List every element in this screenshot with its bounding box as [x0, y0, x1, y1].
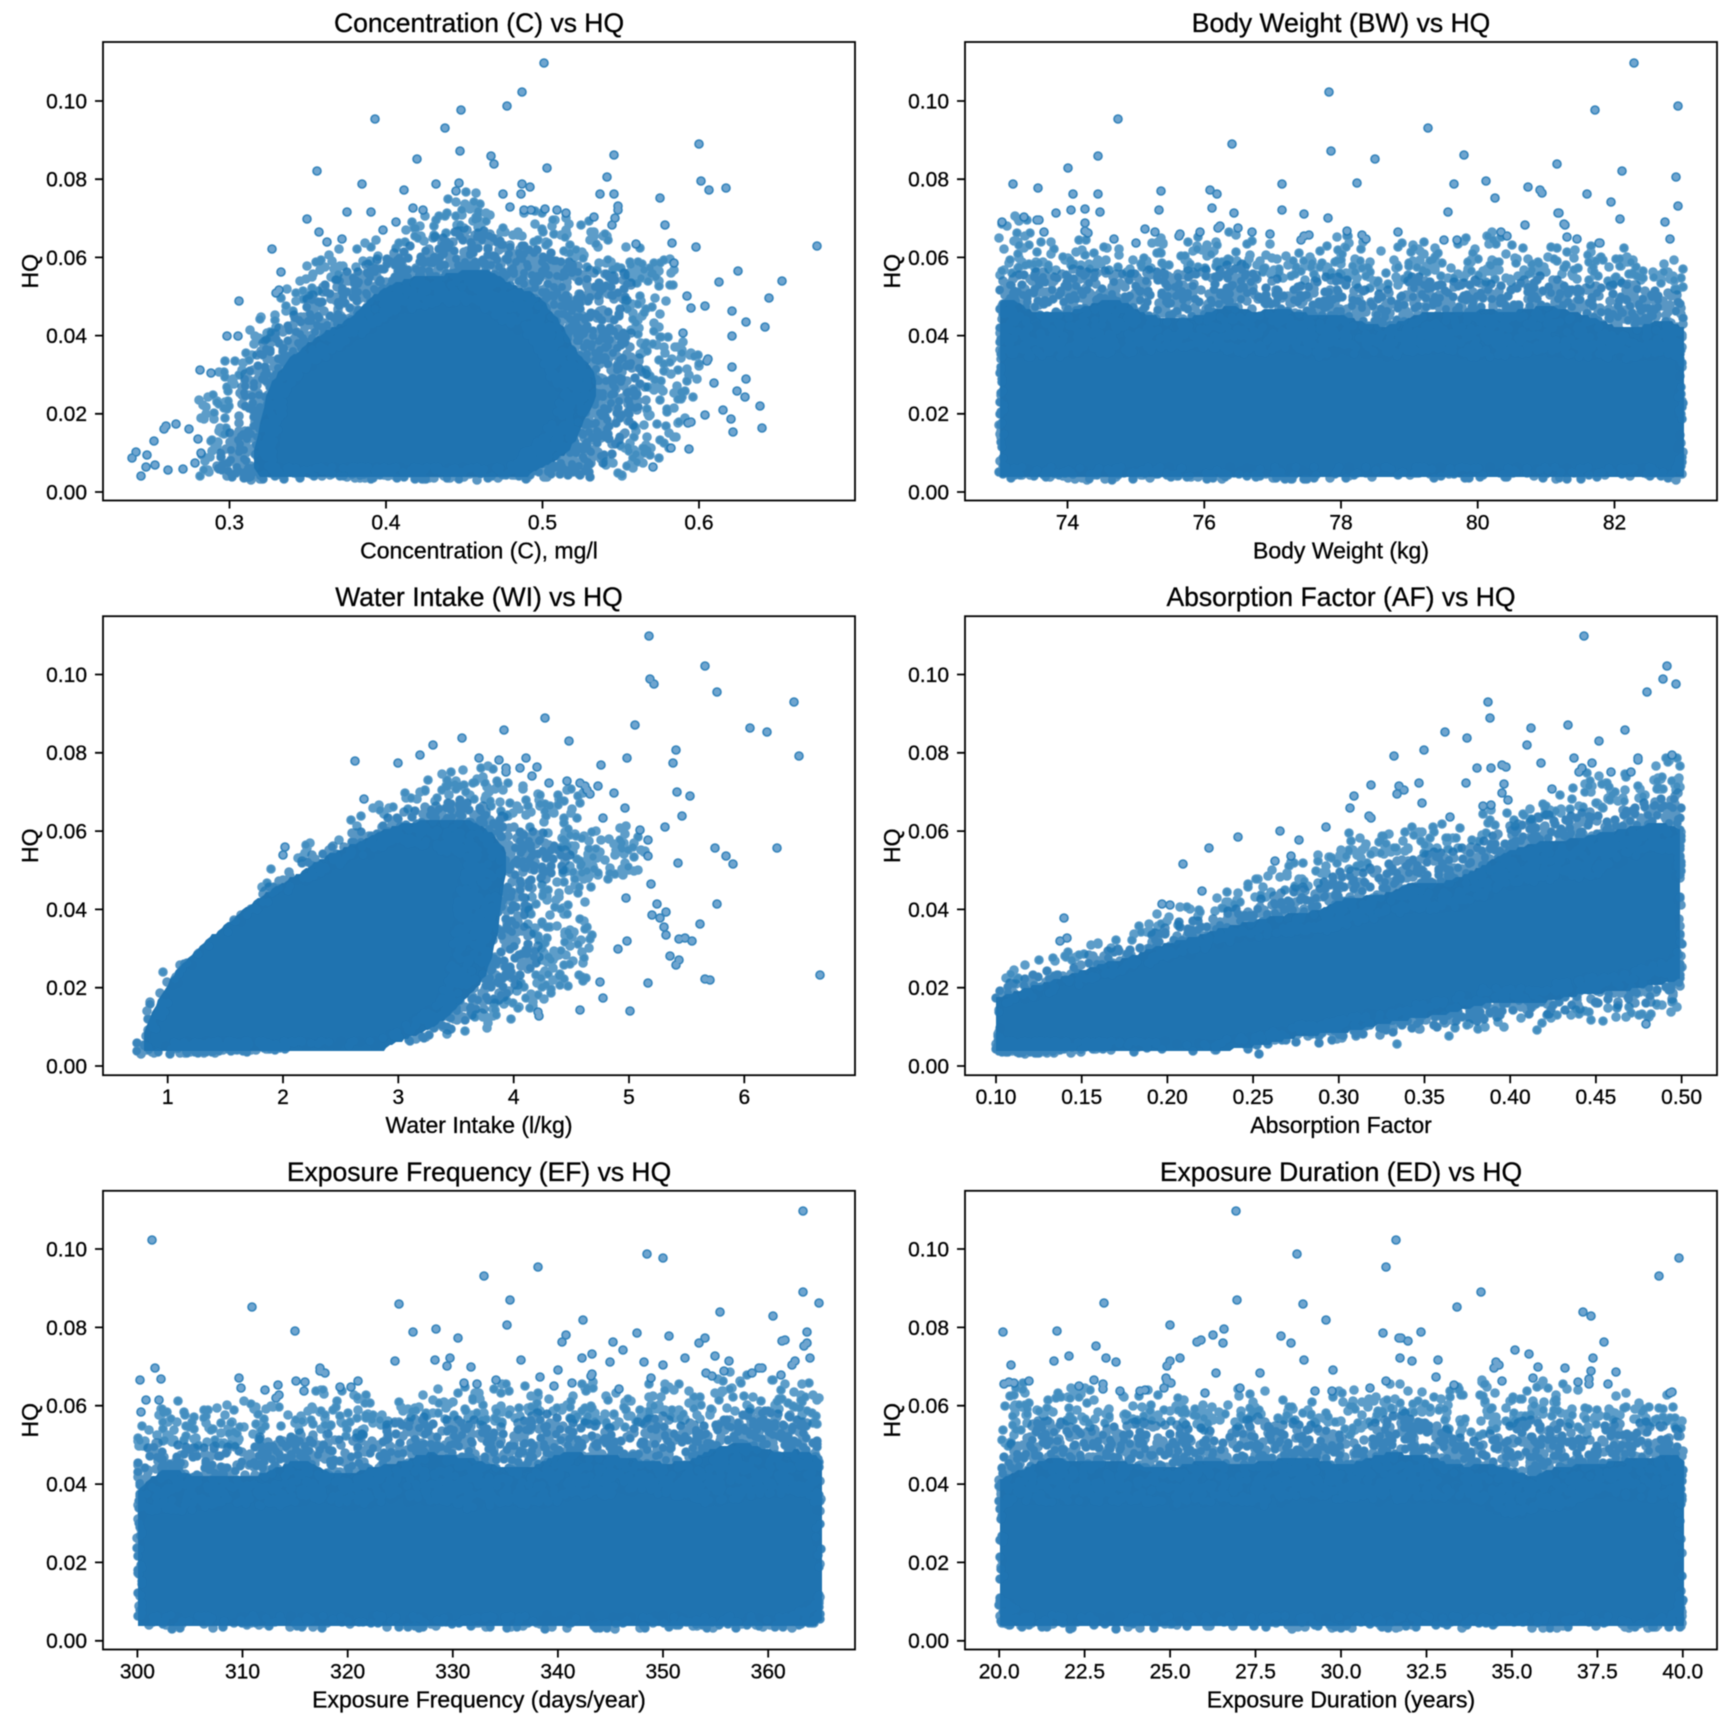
svg-text:76: 76 [1193, 512, 1216, 535]
svg-text:40.0: 40.0 [1662, 1661, 1703, 1684]
svg-text:HQ: HQ [879, 254, 905, 289]
svg-text:0.08: 0.08 [46, 742, 87, 765]
svg-text:3: 3 [392, 1086, 404, 1109]
svg-text:0.02: 0.02 [908, 403, 949, 426]
svg-text:Exposure Duration (ED) vs HQ: Exposure Duration (ED) vs HQ [1160, 1157, 1522, 1187]
svg-text:0.06: 0.06 [46, 247, 87, 270]
svg-text:0.06: 0.06 [908, 1395, 949, 1418]
svg-text:1: 1 [162, 1086, 174, 1109]
svg-text:0.02: 0.02 [46, 403, 87, 426]
svg-text:30.0: 30.0 [1321, 1661, 1362, 1684]
svg-text:0.00: 0.00 [908, 481, 949, 504]
svg-text:0.10: 0.10 [908, 664, 949, 687]
svg-text:350: 350 [645, 1661, 680, 1684]
svg-text:0.04: 0.04 [908, 325, 949, 348]
svg-text:27.5: 27.5 [1235, 1661, 1276, 1684]
svg-text:300: 300 [120, 1661, 155, 1684]
svg-text:25.0: 25.0 [1150, 1661, 1191, 1684]
svg-text:320: 320 [330, 1661, 365, 1684]
svg-text:0.4: 0.4 [371, 512, 401, 535]
svg-text:32.5: 32.5 [1406, 1661, 1447, 1684]
svg-text:0.02: 0.02 [46, 1552, 87, 1575]
svg-text:Exposure Frequency (days/year): Exposure Frequency (days/year) [312, 1687, 646, 1713]
svg-text:HQ: HQ [879, 828, 905, 863]
svg-text:Water Intake (WI) vs HQ: Water Intake (WI) vs HQ [335, 582, 623, 612]
svg-text:0.50: 0.50 [1661, 1086, 1702, 1109]
svg-text:0.04: 0.04 [46, 325, 87, 348]
svg-text:Absorption Factor (AF) vs HQ: Absorption Factor (AF) vs HQ [1166, 582, 1515, 612]
svg-text:0.04: 0.04 [908, 1474, 949, 1497]
svg-text:Exposure Frequency (EF) vs HQ: Exposure Frequency (EF) vs HQ [287, 1157, 671, 1187]
svg-text:0.10: 0.10 [908, 1238, 949, 1261]
svg-text:0.30: 0.30 [1318, 1086, 1359, 1109]
svg-text:0.00: 0.00 [908, 1630, 949, 1653]
svg-text:0.10: 0.10 [46, 664, 87, 687]
svg-text:330: 330 [435, 1661, 470, 1684]
svg-text:0.00: 0.00 [46, 481, 87, 504]
svg-text:22.5: 22.5 [1064, 1661, 1105, 1684]
svg-text:0.06: 0.06 [908, 247, 949, 270]
svg-text:310: 310 [225, 1661, 260, 1684]
svg-text:0.02: 0.02 [46, 977, 87, 1000]
svg-text:Concentration (C) vs HQ: Concentration (C) vs HQ [334, 8, 624, 38]
svg-text:0.10: 0.10 [46, 90, 87, 113]
svg-text:Absorption Factor: Absorption Factor [1250, 1112, 1432, 1138]
svg-text:HQ: HQ [17, 254, 43, 289]
svg-text:0.10: 0.10 [908, 90, 949, 113]
svg-text:0.04: 0.04 [46, 899, 87, 922]
svg-text:0.06: 0.06 [46, 821, 87, 844]
svg-text:Concentration (C), mg/l: Concentration (C), mg/l [360, 538, 598, 564]
svg-text:0.3: 0.3 [215, 512, 244, 535]
svg-text:2: 2 [277, 1086, 289, 1109]
svg-text:0.45: 0.45 [1575, 1086, 1616, 1109]
svg-text:0.02: 0.02 [908, 1552, 949, 1575]
svg-text:HQ: HQ [17, 1403, 43, 1438]
svg-text:0.15: 0.15 [1061, 1086, 1102, 1109]
svg-text:0.06: 0.06 [46, 1395, 87, 1418]
svg-text:6: 6 [738, 1086, 750, 1109]
svg-text:0.08: 0.08 [46, 1317, 87, 1340]
svg-text:0.10: 0.10 [976, 1086, 1017, 1109]
svg-text:78: 78 [1329, 512, 1352, 535]
svg-text:0.6: 0.6 [684, 512, 713, 535]
svg-text:0.06: 0.06 [908, 821, 949, 844]
svg-text:0.20: 0.20 [1147, 1086, 1188, 1109]
svg-text:82: 82 [1603, 512, 1626, 535]
svg-text:74: 74 [1056, 512, 1080, 535]
svg-text:5: 5 [623, 1086, 635, 1109]
svg-text:0.00: 0.00 [46, 1630, 87, 1653]
svg-text:0.40: 0.40 [1490, 1086, 1531, 1109]
svg-text:4: 4 [508, 1086, 520, 1109]
svg-text:0.08: 0.08 [46, 169, 87, 192]
svg-text:0.04: 0.04 [908, 899, 949, 922]
svg-text:Body Weight (BW) vs HQ: Body Weight (BW) vs HQ [1192, 8, 1490, 38]
svg-text:0.00: 0.00 [908, 1055, 949, 1078]
svg-text:0.08: 0.08 [908, 742, 949, 765]
svg-text:35.0: 35.0 [1491, 1661, 1532, 1684]
svg-text:340: 340 [540, 1661, 575, 1684]
svg-text:Body Weight (kg): Body Weight (kg) [1253, 538, 1429, 564]
svg-text:0.35: 0.35 [1404, 1086, 1445, 1109]
svg-text:0.02: 0.02 [908, 977, 949, 1000]
svg-text:0.10: 0.10 [46, 1238, 87, 1261]
svg-text:37.5: 37.5 [1577, 1661, 1618, 1684]
svg-text:0.5: 0.5 [528, 512, 557, 535]
svg-text:Water Intake (l/kg): Water Intake (l/kg) [385, 1112, 572, 1138]
svg-text:360: 360 [751, 1661, 786, 1684]
svg-text:0.08: 0.08 [908, 169, 949, 192]
svg-text:0.04: 0.04 [46, 1474, 87, 1497]
svg-text:0.00: 0.00 [46, 1055, 87, 1078]
svg-text:Exposure Duration (years): Exposure Duration (years) [1207, 1687, 1475, 1713]
svg-text:0.08: 0.08 [908, 1317, 949, 1340]
svg-text:HQ: HQ [879, 1403, 905, 1438]
svg-text:0.25: 0.25 [1233, 1086, 1274, 1109]
svg-text:80: 80 [1466, 512, 1489, 535]
svg-text:20.0: 20.0 [979, 1661, 1020, 1684]
svg-text:HQ: HQ [17, 828, 43, 863]
